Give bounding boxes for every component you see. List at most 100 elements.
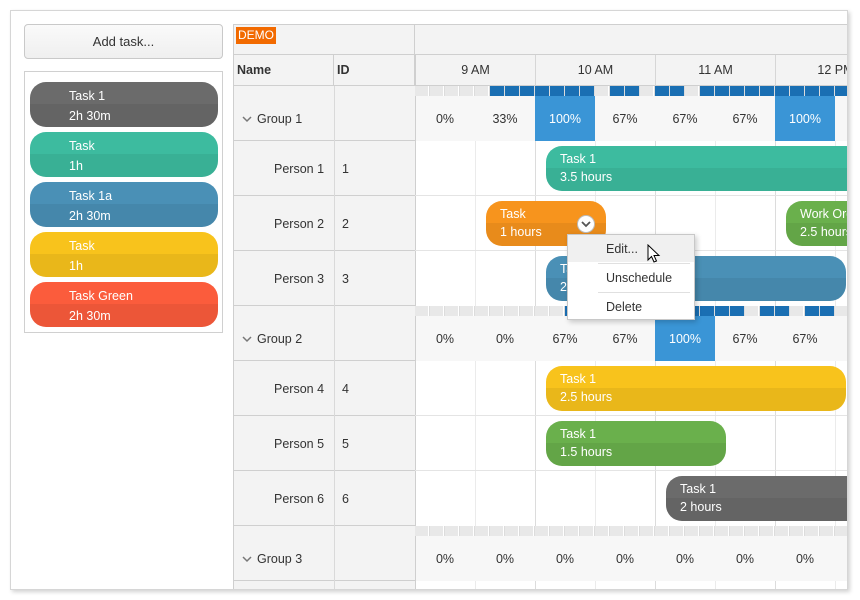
load-block (760, 306, 774, 316)
load-block (640, 86, 654, 96)
load-block (805, 86, 819, 96)
chevron-down-icon (581, 217, 591, 231)
load-block (415, 526, 429, 536)
load-block (775, 526, 789, 536)
queue-item-name: Task 1 (69, 89, 106, 103)
load-block (700, 526, 714, 536)
load-block (670, 86, 684, 96)
load-block (505, 526, 519, 536)
resource-id: 1 (342, 161, 349, 176)
hour-header: 9 AM (415, 55, 535, 86)
event-title: Task 1 (680, 482, 717, 496)
date-header (415, 25, 847, 55)
load-block (760, 526, 774, 536)
queue-item-duration: 2h 30m (69, 109, 111, 123)
group-load-cell: 0% (795, 551, 815, 566)
event-block[interactable]: Task 1 2.5 hours (546, 366, 846, 411)
event-duration: 3.5 hours (560, 170, 613, 184)
load-block (520, 86, 534, 96)
queue-item-name: Task (69, 239, 95, 253)
scheduler-corner: DEMO (234, 25, 415, 55)
load-block (775, 306, 789, 316)
queue-item[interactable]: Task 1h (30, 232, 218, 277)
queue-item-name: Task 1a (69, 189, 113, 203)
load-block (460, 526, 474, 536)
event-block[interactable]: Task 1 3.5 hours (546, 146, 847, 191)
event-menu-button[interactable] (577, 215, 595, 233)
load-block (685, 526, 699, 536)
event-block[interactable]: Work Ord 2.5 hours (786, 201, 847, 246)
event-block[interactable]: Task 1 2 hours (666, 476, 847, 521)
chevron-down-icon[interactable] (242, 332, 252, 346)
group-row-label[interactable]: Group 1 (242, 96, 302, 141)
load-block (820, 306, 834, 316)
menu-item-edit[interactable]: Edit... (568, 235, 694, 262)
load-block (655, 526, 669, 536)
resource-name: Person 1 (274, 161, 325, 176)
load-block (445, 86, 459, 96)
load-block (475, 86, 489, 96)
load-block (475, 306, 489, 316)
load-block (700, 306, 714, 316)
hour-header: 10 AM (535, 55, 655, 86)
group-load-cell: 67% (552, 331, 578, 346)
group-load-cell: 0% (735, 551, 755, 566)
resource-id: 3 (342, 271, 349, 286)
load-block (490, 86, 504, 96)
load-block (535, 526, 549, 536)
group-load-cell: 33% (492, 111, 518, 126)
group-load-cell: 0% (555, 551, 575, 566)
load-block (550, 306, 564, 316)
group-row-label[interactable]: Group 2 (242, 316, 302, 361)
group-load-cell: 0% (495, 551, 515, 566)
load-block (415, 306, 429, 316)
load-block (565, 86, 579, 96)
load-block (550, 86, 564, 96)
load-block (520, 526, 534, 536)
group-row-label[interactable]: Group 3 (242, 536, 302, 581)
load-block (805, 306, 819, 316)
event-block[interactable]: Task 1 hours (486, 201, 606, 246)
queue-item[interactable]: Task 1h (30, 132, 218, 177)
group-load-cell: 0% (675, 551, 695, 566)
mouse-cursor-icon (647, 243, 661, 267)
load-block (490, 526, 504, 536)
event-title: Task (500, 207, 526, 221)
group-load-cell: 100% (655, 316, 715, 361)
resource-name: Person 2 (274, 216, 325, 231)
resource-id: 2 (342, 216, 349, 231)
queue-item[interactable]: Task 1 2h 30m (30, 82, 218, 127)
group-load-cell: 67% (732, 111, 758, 126)
menu-item-delete[interactable]: Delete (606, 299, 643, 314)
load-block (505, 306, 519, 316)
load-block (715, 526, 729, 536)
queue-item-duration: 1h (69, 159, 83, 173)
queue-item[interactable]: Task Green 2h 30m (30, 282, 218, 327)
chevron-down-icon[interactable] (242, 552, 252, 566)
event-title: Task 1 (560, 427, 597, 441)
hour-header: 12 PM (775, 55, 847, 86)
load-block (595, 526, 609, 536)
load-block (445, 306, 459, 316)
menu-item-unschedule[interactable]: Unschedule (606, 270, 673, 285)
add-task-button[interactable]: Add task... (24, 24, 223, 59)
resource-name: Person 3 (274, 271, 325, 286)
load-block (550, 526, 564, 536)
scheduler-app-window: Add task... Task 1 2h 30m Task 1h Task 1a 2… (10, 10, 848, 590)
resource-id: 5 (342, 436, 349, 451)
queue-item[interactable]: Task 1a 2h 30m (30, 182, 218, 227)
event-context-menu: Edit... Unschedule Delete (567, 234, 695, 320)
load-block (430, 306, 444, 316)
id-column-header[interactable]: ID (334, 55, 415, 86)
load-block (490, 306, 504, 316)
event-block[interactable]: Task 1 1.5 hours (546, 421, 726, 466)
load-block (430, 526, 444, 536)
demo-badge: DEMO (236, 27, 276, 44)
resource-id: 4 (342, 381, 349, 396)
name-column-header[interactable]: Name (234, 55, 334, 86)
group-load-cell: 0% (435, 331, 455, 346)
chevron-down-icon[interactable] (242, 112, 252, 126)
load-block (535, 86, 549, 96)
load-block (835, 526, 847, 536)
load-block (775, 86, 789, 96)
